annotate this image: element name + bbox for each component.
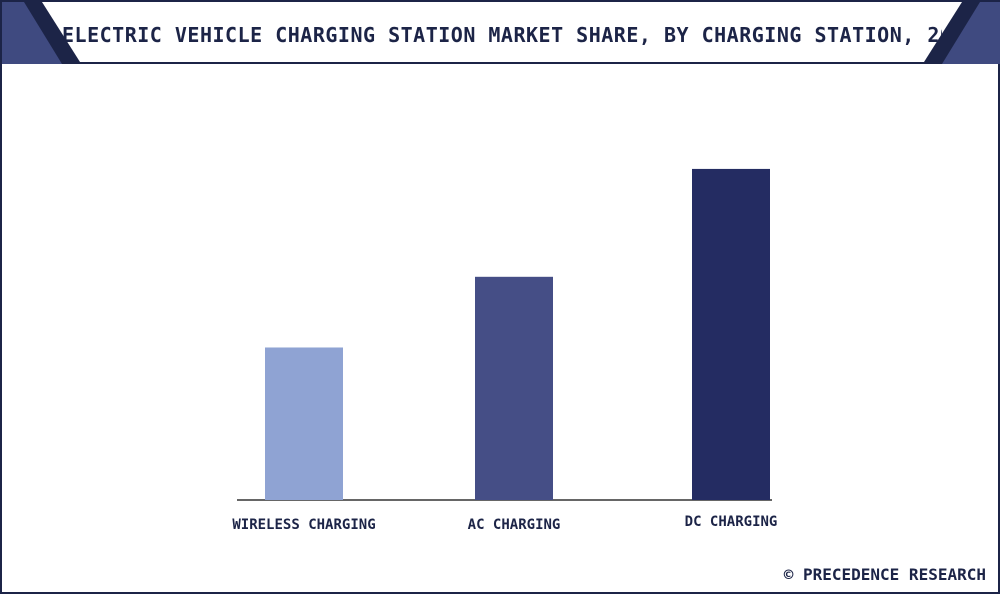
header-panel (2, 2, 1000, 64)
x-tick-label: WIRELESS CHARGING (232, 517, 375, 533)
chart-title: ELECTRIC VEHICLE CHARGING STATION MARKET… (62, 23, 942, 47)
copyright-footer: © PRECEDENCE RESEARCH (783, 565, 986, 584)
x-tick-label: DC CHARGING (685, 514, 778, 530)
x-tick-labels: WIRELESS CHARGING AC CHARGING DC CHARGING (232, 514, 777, 533)
x-tick-label: AC CHARGING (468, 517, 561, 533)
bar-wireless-charging (265, 347, 343, 500)
header-right-accent (942, 2, 1000, 64)
bars-group (265, 168, 770, 501)
bar-dc-charging (692, 168, 770, 501)
header-left-accent (2, 2, 62, 64)
bar-ac-charging (475, 276, 553, 500)
title-banner (42, 2, 962, 62)
